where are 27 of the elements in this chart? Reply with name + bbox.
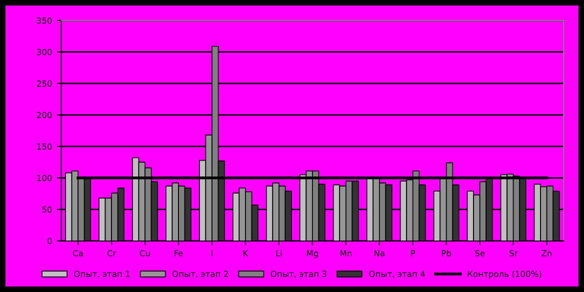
x-tick-label: Cr xyxy=(107,250,116,256)
y-tick-label: 250 xyxy=(36,80,52,87)
x-tick-label: Mg xyxy=(307,250,318,258)
legend-label: Контроль (100%) xyxy=(468,270,542,279)
y-tick-label: 150 xyxy=(37,143,52,150)
y-tick-label: 0 xyxy=(48,238,52,244)
y-tick-label: 100 xyxy=(37,174,52,182)
x-tick-label: Cu xyxy=(140,250,150,256)
x-tick-label: Pb xyxy=(442,250,452,256)
x-tick-label: P xyxy=(411,250,416,256)
x-tick-label: Ca xyxy=(73,250,83,256)
legend-label: Опыт, этап 1 xyxy=(74,270,130,278)
legend-label: Опыт, этап 2 xyxy=(172,270,228,278)
x-tick-label: K xyxy=(244,250,248,256)
x-tick-label: Na xyxy=(374,250,384,256)
legend-label: Опыт, этап 4 xyxy=(369,270,425,278)
y-tick-label: 300 xyxy=(37,48,52,56)
y-tick-label: 50 xyxy=(42,206,52,213)
x-tick-label: Li xyxy=(276,250,282,256)
y-tick-label: 200 xyxy=(36,112,52,118)
x-tick-label: Zn xyxy=(542,250,552,256)
x-tick-label: Se xyxy=(475,250,485,256)
y-tick-label: 350 xyxy=(37,17,52,24)
x-tick-label: Mn xyxy=(340,250,352,256)
legend-label: Опыт, этап 3 xyxy=(270,270,326,278)
x-tick-label: Sr xyxy=(510,250,518,256)
x-tick-label: Fe xyxy=(174,250,183,256)
